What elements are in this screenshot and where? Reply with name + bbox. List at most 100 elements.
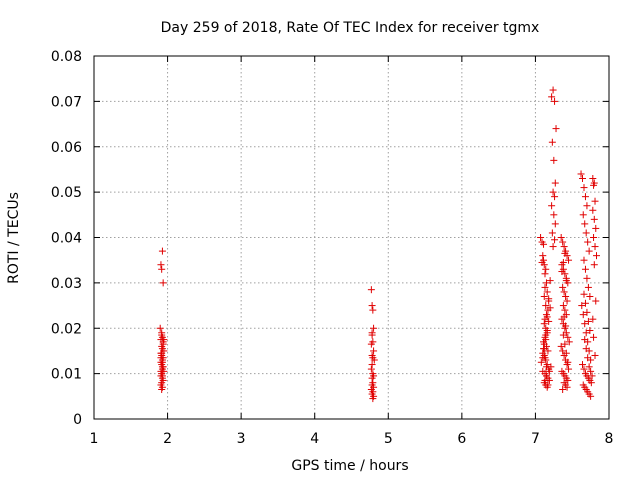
data-point	[548, 138, 556, 146]
data-point	[158, 372, 166, 380]
data-point	[545, 367, 553, 375]
data-point	[585, 247, 593, 255]
data-point	[561, 249, 569, 257]
grid	[94, 56, 609, 419]
data-point	[563, 383, 571, 391]
data-point	[542, 279, 550, 287]
data-point	[586, 327, 594, 335]
data-point	[584, 283, 592, 291]
data-point	[549, 86, 557, 94]
data-point	[591, 197, 599, 205]
data-point	[540, 345, 548, 353]
data-point	[537, 358, 545, 366]
plot-frame	[93, 55, 610, 420]
data-point	[157, 367, 165, 375]
data-point	[551, 236, 559, 244]
data-point	[159, 279, 167, 287]
y-tick-label: 0.01	[51, 367, 82, 383]
data-points	[156, 86, 600, 403]
data-point	[545, 317, 553, 325]
data-point	[370, 356, 378, 364]
data-point	[545, 295, 553, 303]
data-point	[541, 283, 549, 291]
data-point	[583, 308, 591, 316]
data-point	[548, 93, 556, 101]
data-point	[586, 292, 594, 300]
data-point	[158, 363, 166, 371]
data-point	[368, 374, 376, 382]
data-point	[541, 270, 549, 278]
data-point	[370, 347, 378, 355]
data-point	[587, 367, 595, 375]
data-point	[564, 333, 572, 341]
data-point	[548, 229, 556, 237]
data-point	[543, 288, 551, 296]
data-point	[367, 340, 375, 348]
data-point	[578, 302, 586, 310]
data-point	[591, 351, 599, 359]
data-point	[562, 322, 570, 330]
data-point	[544, 347, 552, 355]
data-point	[580, 256, 588, 264]
data-point	[544, 381, 552, 389]
data-point	[583, 274, 591, 282]
data-point	[581, 320, 589, 328]
data-point	[588, 372, 596, 380]
y-tick-label: 0.04	[51, 231, 82, 247]
data-point	[562, 277, 570, 285]
data-point	[541, 376, 549, 384]
data-point	[546, 304, 554, 312]
data-point	[587, 379, 595, 387]
y-tick-label: 0.05	[51, 185, 82, 201]
data-point	[540, 320, 548, 328]
data-point	[565, 256, 573, 264]
data-point	[538, 258, 546, 266]
data-point	[562, 292, 570, 300]
data-point	[158, 247, 166, 255]
data-point	[577, 170, 585, 178]
data-point	[584, 317, 592, 325]
y-tick-label: 0.06	[51, 140, 82, 156]
x-axis-label: GPS time / hours	[291, 458, 408, 474]
x-tick-label: 2	[163, 431, 172, 447]
data-point	[158, 349, 166, 357]
data-point	[368, 361, 376, 369]
data-point	[587, 392, 595, 400]
data-point	[560, 243, 568, 251]
y-tick-label: 0.08	[51, 49, 82, 65]
data-point	[549, 243, 557, 251]
data-point	[160, 336, 168, 344]
data-point	[539, 354, 547, 362]
data-point	[583, 202, 591, 210]
data-point	[580, 290, 588, 298]
data-point	[581, 299, 589, 307]
y-tick-label: 0.03	[51, 276, 82, 292]
data-point	[581, 220, 589, 228]
data-point	[552, 125, 560, 133]
x-tick-label: 4	[310, 431, 319, 447]
data-point	[559, 258, 567, 266]
data-point	[539, 252, 547, 260]
data-point	[579, 175, 587, 183]
data-point	[560, 313, 568, 321]
y-tick-label: 0.07	[51, 94, 82, 110]
data-point	[550, 156, 558, 164]
x-tick-labels: 1 2 3 4 5 6 7 8	[90, 431, 614, 447]
y-tick-label: 0	[73, 412, 82, 428]
data-point	[565, 365, 573, 373]
data-point	[564, 358, 572, 366]
x-tick-label: 1	[90, 431, 99, 447]
y-axis-label: ROTI / TECUs	[6, 192, 22, 284]
data-point	[550, 211, 558, 219]
data-point	[542, 336, 550, 344]
data-point	[585, 363, 593, 371]
data-point	[551, 179, 559, 187]
data-point	[582, 229, 590, 237]
data-point	[559, 331, 567, 339]
data-point	[582, 329, 590, 337]
data-point	[584, 354, 592, 362]
data-point	[551, 193, 559, 201]
data-point	[543, 327, 551, 335]
data-point	[559, 347, 567, 355]
